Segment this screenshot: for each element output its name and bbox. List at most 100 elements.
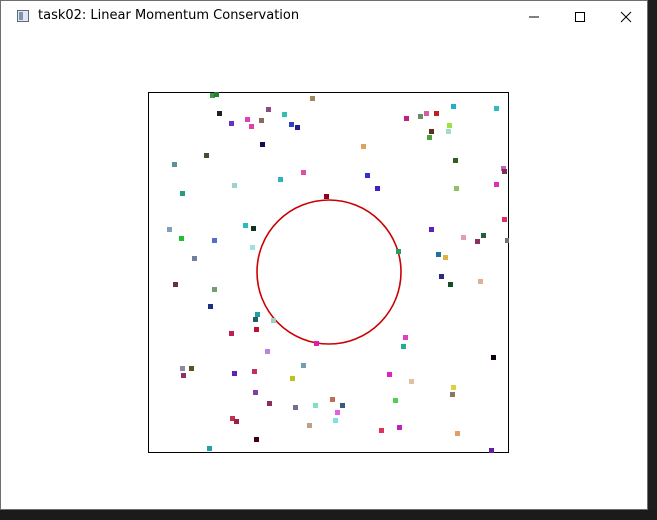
simulation-boundary bbox=[148, 92, 509, 453]
particle bbox=[189, 366, 194, 371]
particle bbox=[229, 121, 234, 126]
particle bbox=[250, 245, 255, 250]
particle bbox=[259, 118, 264, 123]
particle bbox=[478, 279, 483, 284]
particle bbox=[314, 341, 319, 346]
particle bbox=[181, 373, 186, 378]
close-button[interactable] bbox=[603, 1, 649, 32]
window-title: task02: Linear Momentum Conservation bbox=[38, 8, 300, 23]
particle bbox=[393, 398, 398, 403]
particle bbox=[501, 166, 506, 171]
particle bbox=[450, 392, 455, 397]
particle bbox=[290, 376, 295, 381]
particle bbox=[451, 104, 456, 109]
particle bbox=[229, 331, 234, 336]
particle bbox=[481, 233, 486, 238]
particle bbox=[307, 423, 312, 428]
particle bbox=[403, 335, 408, 340]
particle-layer bbox=[167, 92, 510, 453]
particle bbox=[255, 312, 260, 317]
particle bbox=[210, 93, 215, 98]
particle bbox=[502, 169, 507, 174]
particle bbox=[429, 227, 434, 232]
particle bbox=[447, 123, 452, 128]
particle bbox=[401, 344, 406, 349]
particle bbox=[448, 282, 453, 287]
minimize-button[interactable] bbox=[511, 1, 557, 32]
particle bbox=[260, 142, 265, 147]
particle bbox=[254, 437, 259, 442]
particle bbox=[461, 235, 466, 240]
particle bbox=[253, 317, 258, 322]
particle bbox=[301, 170, 306, 175]
particle bbox=[494, 182, 499, 187]
particle bbox=[204, 153, 209, 158]
particle bbox=[455, 431, 460, 436]
particle bbox=[424, 111, 429, 116]
close-icon bbox=[620, 11, 632, 23]
maximize-icon bbox=[575, 12, 585, 22]
particle bbox=[491, 355, 496, 360]
particle bbox=[192, 256, 197, 261]
particle bbox=[282, 112, 287, 117]
particle bbox=[172, 162, 177, 167]
particle bbox=[330, 397, 335, 402]
particle bbox=[375, 186, 380, 191]
app-window-icon bbox=[17, 10, 29, 22]
particle bbox=[207, 446, 212, 451]
simulation-canvas[interactable] bbox=[148, 92, 510, 453]
particle bbox=[313, 403, 318, 408]
particle bbox=[454, 186, 459, 191]
particle bbox=[179, 236, 184, 241]
particle bbox=[232, 183, 237, 188]
particle bbox=[253, 390, 258, 395]
particle bbox=[475, 239, 480, 244]
particle bbox=[409, 379, 414, 384]
particle bbox=[443, 255, 448, 260]
particle bbox=[340, 403, 345, 408]
particle bbox=[387, 372, 392, 377]
particle bbox=[266, 107, 271, 112]
particle bbox=[289, 122, 294, 127]
particle bbox=[278, 177, 283, 182]
particle bbox=[404, 116, 409, 121]
particle bbox=[365, 173, 370, 178]
particle bbox=[265, 349, 270, 354]
particle bbox=[324, 194, 329, 199]
particle bbox=[361, 144, 366, 149]
particle bbox=[446, 129, 451, 134]
particle bbox=[453, 158, 458, 163]
particle bbox=[293, 405, 298, 410]
particle bbox=[251, 226, 256, 231]
particle bbox=[505, 238, 510, 243]
particle bbox=[418, 114, 423, 119]
particle bbox=[249, 124, 254, 129]
particle bbox=[494, 106, 499, 111]
title-bar[interactable]: task02: Linear Momentum Conservation bbox=[1, 1, 647, 32]
particle bbox=[502, 217, 507, 222]
maximize-button[interactable] bbox=[557, 1, 603, 32]
particle bbox=[429, 129, 434, 134]
particle bbox=[335, 410, 340, 415]
simulation-viewport[interactable] bbox=[148, 92, 510, 457]
particle bbox=[252, 369, 257, 374]
particle bbox=[436, 252, 441, 257]
central-circle bbox=[256, 199, 402, 345]
particle bbox=[180, 366, 185, 371]
particle bbox=[180, 191, 185, 196]
particle bbox=[439, 274, 444, 279]
particle bbox=[173, 282, 178, 287]
particle bbox=[214, 92, 219, 97]
particle bbox=[396, 249, 401, 254]
desktop-background bbox=[0, 510, 657, 520]
minimize-icon bbox=[529, 16, 539, 18]
particle bbox=[212, 238, 217, 243]
particle bbox=[167, 227, 172, 232]
particle bbox=[212, 287, 217, 292]
particle bbox=[310, 96, 315, 101]
particle bbox=[217, 111, 222, 116]
particle bbox=[234, 419, 239, 424]
particle bbox=[397, 425, 402, 430]
particle bbox=[232, 371, 237, 376]
particle bbox=[489, 448, 494, 453]
